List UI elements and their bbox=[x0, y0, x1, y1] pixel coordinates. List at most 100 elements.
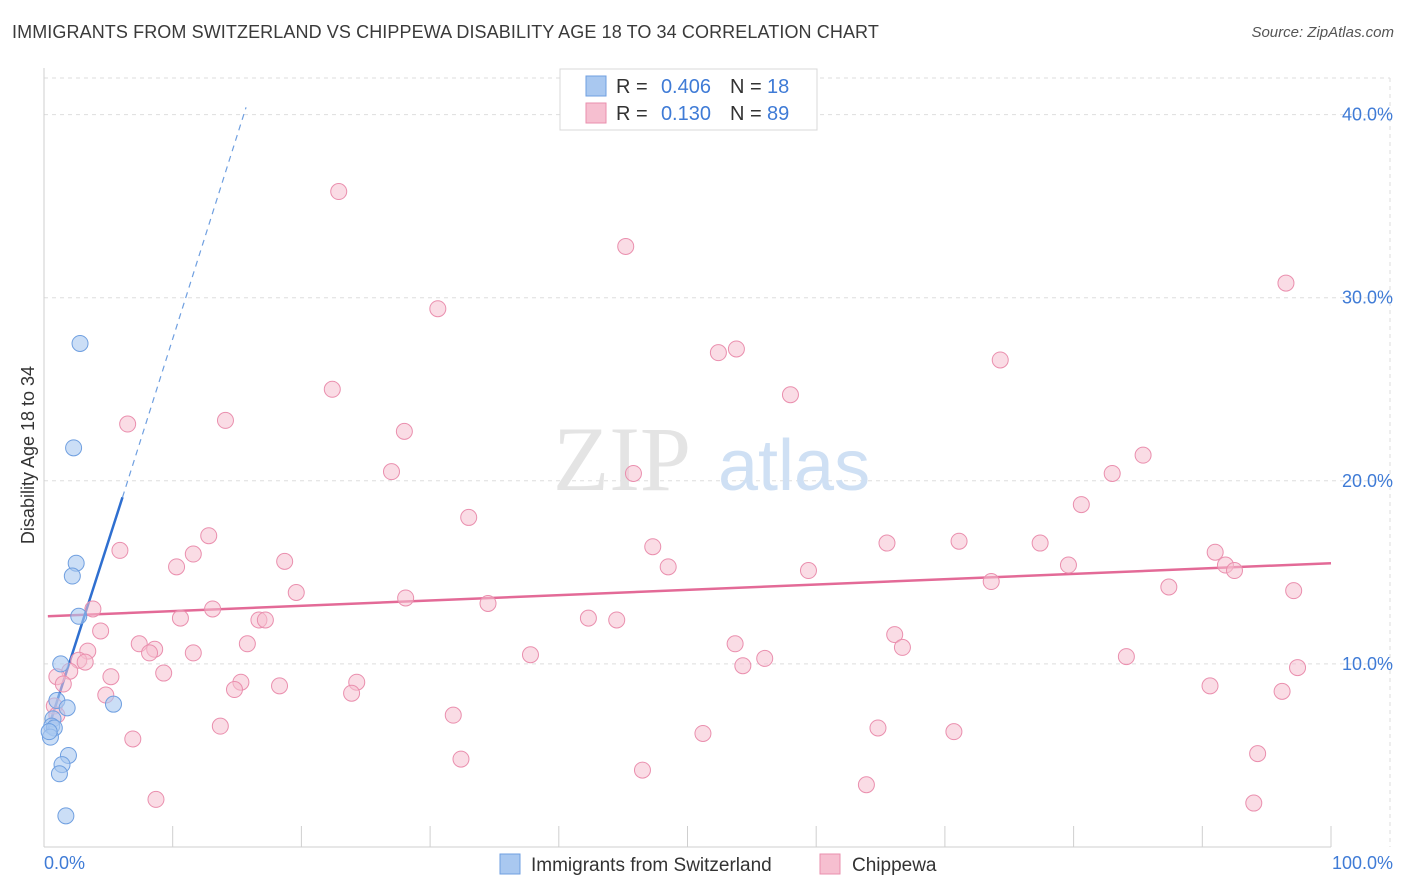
n-value: 89 bbox=[767, 103, 789, 125]
chippewa-point bbox=[1201, 677, 1219, 695]
switzerland-point bbox=[40, 723, 58, 741]
switzerland-points bbox=[40, 334, 122, 825]
chippewa-point bbox=[256, 611, 274, 629]
chippewa-point bbox=[709, 344, 727, 362]
n-label: N = bbox=[730, 103, 762, 125]
r-label: R = bbox=[616, 103, 648, 125]
switzerland-point bbox=[70, 607, 88, 625]
source-label: Source: ZipAtlas.com bbox=[1251, 24, 1394, 41]
chippewa-point bbox=[1206, 543, 1224, 561]
chippewa-point bbox=[111, 541, 129, 559]
chippewa-point bbox=[617, 237, 635, 255]
switzerland-point bbox=[52, 655, 70, 673]
r-value: 0.130 bbox=[661, 103, 711, 125]
axes bbox=[43, 68, 1332, 848]
chippewa-point bbox=[1285, 582, 1303, 600]
chippewa-point bbox=[799, 562, 817, 580]
switzerland-point bbox=[65, 439, 83, 457]
chippewa-point bbox=[147, 790, 165, 808]
chippewa-point bbox=[982, 573, 1000, 591]
chippewa-point bbox=[204, 600, 222, 618]
chippewa-point bbox=[644, 538, 662, 556]
chippewa-point bbox=[460, 508, 478, 526]
chippewa-point bbox=[92, 622, 110, 640]
chippewa-point bbox=[1273, 682, 1291, 700]
switzerland-point bbox=[57, 807, 75, 825]
switzerland-point bbox=[50, 765, 68, 783]
chippewa-point bbox=[857, 776, 875, 794]
chippewa-point bbox=[343, 684, 361, 702]
chippewa-point bbox=[184, 644, 202, 662]
chippewa-point bbox=[238, 635, 256, 653]
chippewa-point bbox=[945, 723, 963, 741]
y-tick-label: 30.0% bbox=[1342, 288, 1393, 308]
chippewa-point bbox=[886, 626, 904, 644]
watermark-atlas: atlas bbox=[718, 426, 870, 506]
switzerland-point bbox=[71, 334, 89, 352]
chippewa-point bbox=[216, 411, 234, 429]
chippewa-point bbox=[452, 750, 470, 768]
chippewa-point bbox=[1277, 274, 1295, 292]
n-value: 18 bbox=[767, 76, 789, 98]
chart-title: IMMIGRANTS FROM SWITZERLAND VS CHIPPEWA … bbox=[12, 22, 879, 42]
chippewa-point bbox=[633, 761, 651, 779]
chippewa-point bbox=[382, 463, 400, 481]
tick-labels: 10.0% 20.0% 30.0% 40.0% 0.0% 100.0% bbox=[44, 105, 1393, 873]
chippewa-point bbox=[608, 611, 626, 629]
chippewa-legend-swatch bbox=[819, 853, 841, 875]
chippewa-point bbox=[276, 552, 294, 570]
switzerland-point bbox=[58, 699, 76, 717]
stats-legend: R = 0.406 N = 18 R = 0.130 N = 89 bbox=[559, 68, 818, 131]
chippewa-point bbox=[1134, 446, 1152, 464]
chippewa-point bbox=[271, 677, 289, 695]
chippewa-point bbox=[479, 594, 497, 612]
switzerland-point bbox=[104, 695, 122, 713]
chippewa-point bbox=[1249, 745, 1267, 763]
chippewa-point bbox=[694, 724, 712, 742]
chippewa-point bbox=[395, 422, 413, 440]
chippewa-legend-label: Chippewa bbox=[852, 855, 937, 876]
watermark-zip: ZIP bbox=[553, 408, 691, 510]
chippewa-point bbox=[76, 653, 94, 671]
chippewa-point bbox=[878, 534, 896, 552]
n-label: N = bbox=[730, 76, 762, 98]
chippewa-point bbox=[287, 583, 305, 601]
chippewa-point bbox=[1289, 659, 1307, 677]
chippewa-point bbox=[727, 340, 745, 358]
chippewa-point bbox=[521, 646, 539, 664]
chippewa-point bbox=[950, 532, 968, 550]
watermark: ZIP atlas bbox=[553, 408, 870, 510]
switzerland-legend-swatch bbox=[499, 853, 521, 875]
r-label: R = bbox=[616, 76, 648, 98]
chippewa-point bbox=[1072, 496, 1090, 514]
chippewa-point bbox=[171, 609, 189, 627]
x-tick-label: 100.0% bbox=[1332, 853, 1393, 873]
chippewa-point bbox=[155, 664, 173, 682]
y-tick-label: 40.0% bbox=[1342, 105, 1393, 125]
chippewa-point bbox=[1103, 464, 1121, 482]
chippewa-point bbox=[225, 681, 243, 699]
chippewa-point bbox=[734, 657, 752, 675]
chippewa-point bbox=[869, 719, 887, 737]
y-tick-label: 20.0% bbox=[1342, 471, 1393, 491]
chippewa-point bbox=[1059, 556, 1077, 574]
blue-legend-swatch bbox=[585, 75, 607, 97]
chippewa-point bbox=[781, 386, 799, 404]
chippewa-point bbox=[102, 668, 120, 686]
chippewa-point bbox=[991, 351, 1009, 369]
switzerland-legend-label: Immigrants from Switzerland bbox=[531, 855, 772, 876]
chippewa-point bbox=[84, 600, 102, 618]
chippewa-point bbox=[893, 638, 911, 656]
chippewa-point bbox=[184, 545, 202, 563]
chippewa-point bbox=[323, 380, 341, 398]
chippewa-point bbox=[168, 558, 186, 576]
chippewa-point bbox=[124, 730, 142, 748]
chippewa-point bbox=[1160, 578, 1178, 596]
switzerland-point bbox=[63, 567, 81, 585]
chippewa-point bbox=[726, 635, 744, 653]
chippewa-point bbox=[200, 527, 218, 545]
r-value: 0.406 bbox=[661, 76, 711, 98]
chippewa-point bbox=[211, 717, 229, 735]
chippewa-point bbox=[444, 706, 462, 724]
